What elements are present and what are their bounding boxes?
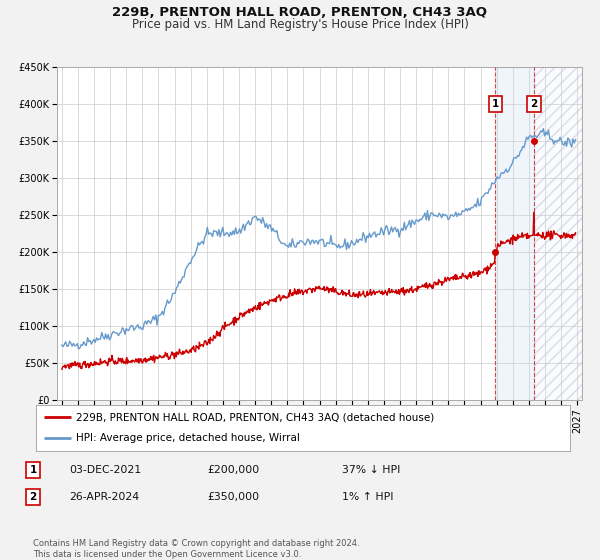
Text: Price paid vs. HM Land Registry's House Price Index (HPI): Price paid vs. HM Land Registry's House …: [131, 18, 469, 31]
Text: 1% ↑ HPI: 1% ↑ HPI: [342, 492, 394, 502]
Text: HPI: Average price, detached house, Wirral: HPI: Average price, detached house, Wirr…: [76, 433, 300, 444]
Bar: [534, 67, 582, 400]
Text: 2: 2: [530, 99, 538, 109]
Bar: [534, 67, 582, 400]
Bar: [496, 67, 534, 400]
Text: 229B, PRENTON HALL ROAD, PRENTON, CH43 3AQ (detached house): 229B, PRENTON HALL ROAD, PRENTON, CH43 3…: [76, 412, 434, 422]
Bar: [534, 67, 582, 400]
Text: 1: 1: [29, 465, 37, 475]
Text: 2: 2: [29, 492, 37, 502]
Text: £350,000: £350,000: [207, 492, 259, 502]
Text: 37% ↓ HPI: 37% ↓ HPI: [342, 465, 400, 475]
Text: 229B, PRENTON HALL ROAD, PRENTON, CH43 3AQ: 229B, PRENTON HALL ROAD, PRENTON, CH43 3…: [113, 6, 487, 18]
Text: Contains HM Land Registry data © Crown copyright and database right 2024.
This d: Contains HM Land Registry data © Crown c…: [33, 539, 359, 559]
Text: 1: 1: [492, 99, 499, 109]
Text: 03-DEC-2021: 03-DEC-2021: [69, 465, 141, 475]
Text: 26-APR-2024: 26-APR-2024: [69, 492, 139, 502]
Text: £200,000: £200,000: [207, 465, 259, 475]
